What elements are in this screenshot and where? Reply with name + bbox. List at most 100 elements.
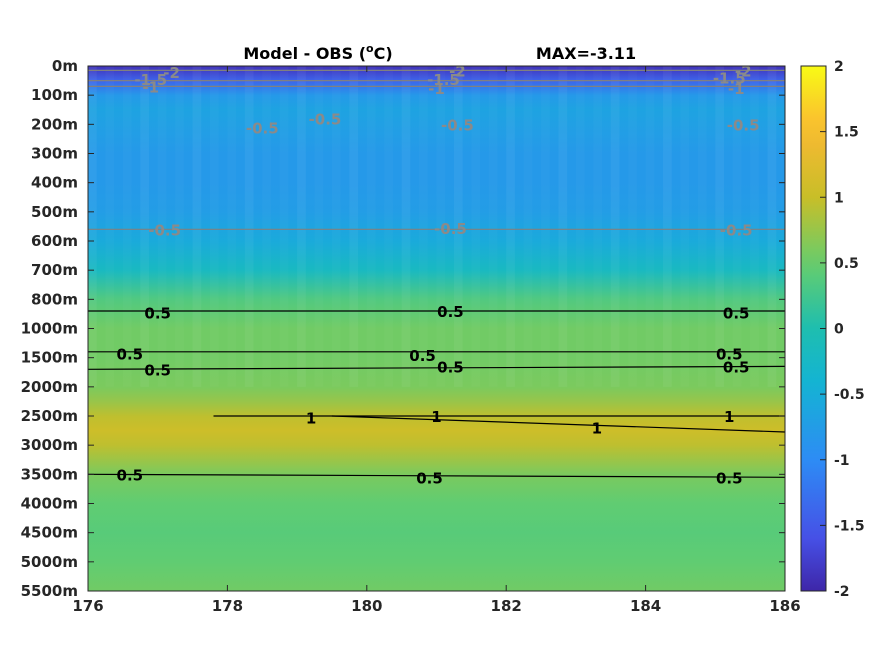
- colorbar-tick-label: -0.5: [834, 387, 865, 403]
- field-streak: [227, 66, 236, 387]
- y-tick-label: 500m: [31, 203, 78, 221]
- contour-label: -0.5: [727, 116, 760, 134]
- contour-line: [88, 473, 785, 478]
- field-streak: [349, 66, 359, 387]
- colorbar-tick-label: -1.5: [834, 518, 865, 534]
- contour-label: -1.5: [134, 71, 167, 89]
- field-streak: [524, 66, 533, 387]
- field-streak: [401, 66, 411, 387]
- field-streak: [123, 66, 132, 387]
- x-tick-label: 176: [72, 597, 103, 615]
- contour-label: -2: [735, 62, 752, 80]
- field-streak: [453, 66, 463, 387]
- contour-label: -0.5: [441, 116, 474, 134]
- contour-label: -0.5: [246, 119, 279, 137]
- contour-label: 1: [431, 408, 441, 426]
- y-tick-label: 3500m: [21, 465, 78, 483]
- contour-label: -1.5: [713, 70, 746, 88]
- contour-label: -0.5: [720, 221, 753, 239]
- field-streak: [610, 66, 620, 387]
- field-heatmap: [88, 66, 785, 591]
- contour-label: 0.5: [416, 469, 443, 487]
- contour-label: -0.5: [309, 111, 342, 129]
- contour-label: 0.5: [144, 304, 171, 322]
- y-tick-label: 4500m: [21, 524, 78, 542]
- contour-label: 1: [724, 408, 734, 426]
- field-streak: [715, 66, 725, 387]
- field-streak: [419, 66, 428, 387]
- field-streak: [663, 66, 672, 387]
- field-streak: [471, 66, 480, 387]
- contour-label: -1.5: [427, 71, 460, 89]
- y-tick-label: 5500m: [21, 582, 78, 600]
- colorbar-tick-label: 1: [834, 190, 844, 206]
- contour-label: -1: [142, 78, 159, 96]
- contour-line: [331, 415, 785, 433]
- plot-area: 0.5 0.5 0.50.5 0.5 0.50.5 0.5 0.51 1 110.5 0.5 0.5…: [87, 62, 786, 592]
- field-streak: [646, 66, 655, 387]
- field-streak: [384, 66, 393, 387]
- field-streak: [244, 66, 254, 387]
- chart-title: Model - OBS (oC): [243, 42, 392, 63]
- colorbar-tick-label: -2: [834, 584, 850, 600]
- field-streak: [192, 66, 202, 387]
- contour-label: 0.5: [117, 466, 144, 484]
- y-tick-label: 2000m: [21, 378, 78, 396]
- field-streak: [541, 66, 550, 387]
- y-tick-label: 400m: [31, 174, 78, 192]
- y-tick-label: 200m: [31, 115, 78, 133]
- field-streak: [88, 66, 97, 387]
- contour-label: 0.5: [723, 358, 750, 376]
- y-tick-label: 1000m: [21, 320, 78, 338]
- field-streak: [297, 66, 306, 387]
- contour-lines: 0.5 0.5 0.50.5 0.5 0.50.5 0.5 0.51 1 110.5 0.5 0.5…: [88, 62, 785, 487]
- field-streak: [105, 66, 114, 387]
- chart-subtitle: MAX=-3.11: [536, 44, 636, 63]
- field-streak: [628, 66, 637, 387]
- contour-label: 0.5: [117, 345, 144, 363]
- contour-label: 0.5: [437, 358, 464, 376]
- colorbar-tick-label: 1.5: [834, 125, 859, 141]
- contour-label: 0.5: [716, 345, 743, 363]
- y-tick-label: 4000m: [21, 495, 78, 513]
- contour-line: [88, 365, 785, 370]
- contour-label: -0.5: [148, 221, 181, 239]
- field-streak: [680, 66, 689, 387]
- field-streak: [558, 66, 568, 387]
- y-tick-label: 800m: [31, 290, 78, 308]
- contour-label: 0.5: [437, 303, 464, 321]
- contour-label: 1: [306, 409, 316, 427]
- contour-label: -2: [163, 64, 180, 82]
- contour-label: 0.5: [144, 361, 171, 379]
- x-tick-label: 180: [351, 597, 382, 615]
- y-tick-label: 300m: [31, 145, 78, 163]
- contour-label: 0.5: [716, 469, 743, 487]
- contour-label: -2: [449, 62, 466, 80]
- y-tick-label: 700m: [31, 261, 78, 279]
- x-tick-label: 178: [212, 597, 243, 615]
- field-streak: [367, 66, 376, 387]
- x-tick-label: 186: [769, 597, 800, 615]
- colorbar-ticks: 2 1.5 1 0.5 0 -0.5 -1 -1.5 -2: [820, 59, 865, 600]
- x-tick-label: 184: [630, 597, 661, 615]
- x-axis: 176 178 180 182 184 186: [72, 66, 801, 615]
- contour-label: 1: [592, 420, 602, 438]
- field-streak: [280, 66, 289, 387]
- contour-label: -1: [728, 80, 745, 98]
- field-streak: [210, 66, 219, 387]
- contour-label: -0.5: [434, 220, 467, 238]
- field-streak: [698, 66, 707, 387]
- colorbar-tick-label: -1: [834, 453, 850, 469]
- field-streaks: [88, 66, 777, 387]
- field-streak: [140, 66, 149, 387]
- colorbar-tick-label: 0.5: [834, 256, 859, 272]
- field-streak: [262, 66, 271, 387]
- y-tick-label: 1500m: [21, 349, 78, 367]
- colorbar-tick-label: 2: [834, 59, 844, 75]
- y-tick-label: 3000m: [21, 436, 78, 454]
- field-streak: [593, 66, 602, 387]
- y-tick-label: 600m: [31, 232, 78, 250]
- colorbar-tick-label: 0: [834, 322, 844, 338]
